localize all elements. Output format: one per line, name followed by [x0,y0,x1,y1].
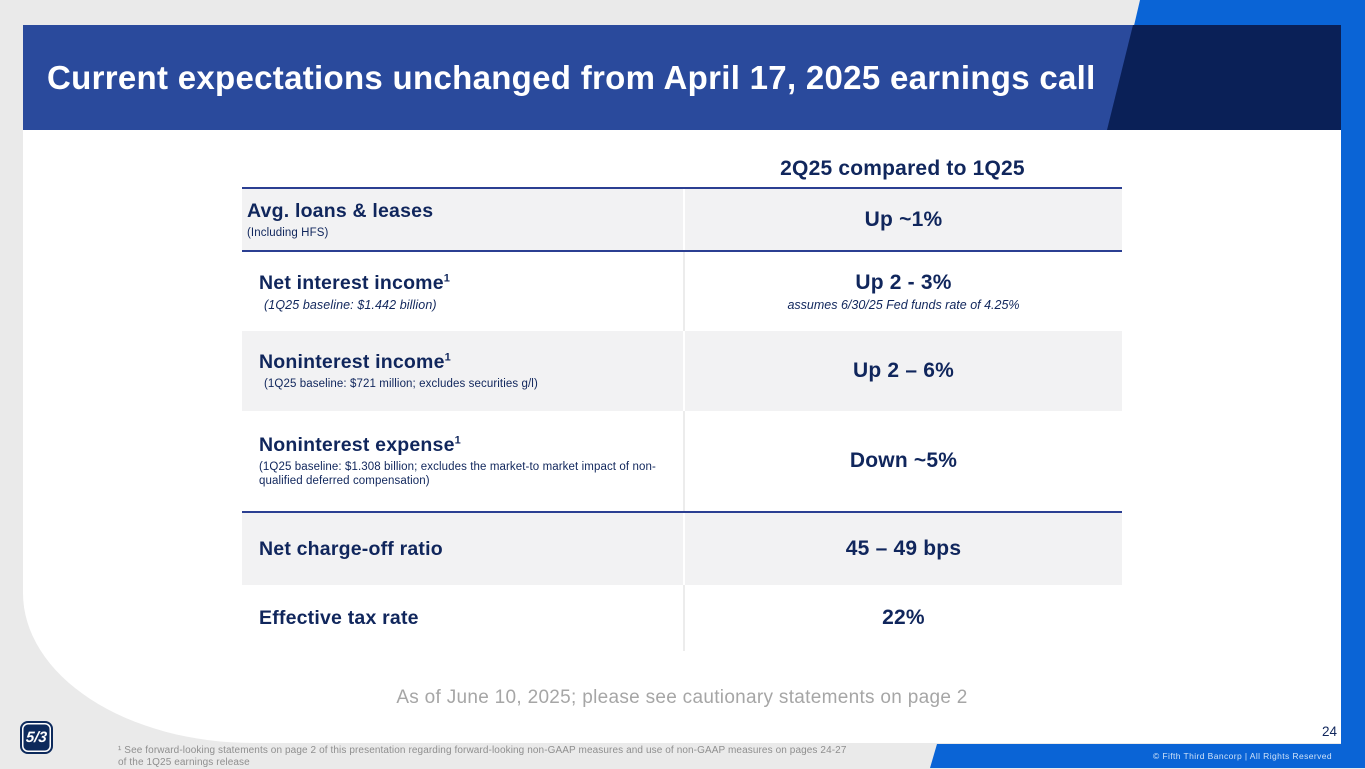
row-label-cell: Effective tax rate [242,585,683,651]
row-value: Down ~5% [849,449,958,472]
table-row: Noninterest expense1 (1Q25 baseline: $1.… [242,411,1122,513]
row-sublabel: (1Q25 baseline: $1.442 billion) [264,297,437,312]
footnote-line: of the 1Q25 earnings release [118,757,250,768]
banner-navy-overlay [1107,25,1341,130]
footnote-marker: 1 [454,434,461,447]
row-sublabel: (1Q25 baseline: $721 million; excludes s… [264,378,538,390]
row-label-cell: Avg. loans & leases (Including HFS) [242,189,683,250]
footnote-marker: 1 [443,272,451,284]
table-row: Net charge-off ratio 45 – 49 bps [242,513,1122,585]
row-value: Up ~1% [864,207,943,231]
row-label: Effective tax rate [259,606,419,629]
row-value: 45 – 49 bps [845,537,962,560]
table-row: Noninterest income1 (1Q25 baseline: $721… [242,331,1122,411]
table-header-spacer [242,150,683,187]
footnote: ¹ See forward-looking statements on page… [118,745,846,769]
row-value-cell: Up 2 - 3% assumes 6/30/25 Fed funds rate… [683,252,1122,331]
row-label: Avg. loans & leases [247,199,434,222]
fifth-third-logo-glyph: 5/3 [25,729,48,746]
copyright-bar: © Fifth Third Bancorp | All Rights Reser… [930,744,1365,768]
row-label: Net charge-off ratio [259,537,443,560]
slide-title: Current expectations unchanged from Apri… [47,59,1096,96]
row-value-cell: Down ~5% [683,411,1122,511]
row-value-note: assumes 6/30/25 Fed funds rate of 4.25% [787,298,1020,312]
page-number: 24 [1321,724,1337,739]
expectations-table: 2Q25 compared to 1Q25 Avg. loans & lease… [242,150,1122,651]
row-value-cell: 45 – 49 bps [683,513,1122,585]
table-row: Effective tax rate 22% [242,585,1122,651]
fifth-third-logo: 5/3 [20,721,53,754]
row-value: Up 2 - 3% [855,271,952,294]
footnote-marker: 1 [444,351,451,364]
table-row: Avg. loans & leases (Including HFS) Up ~… [242,187,1122,252]
copyright-text: © Fifth Third Bancorp | All Rights Reser… [1152,751,1332,761]
as-of-caption: As of June 10, 2025; please see cautiona… [396,687,968,708]
title-banner: Current expectations unchanged from Apri… [23,25,1341,130]
row-sublabel: (1Q25 baseline: $1.308 billion; excludes… [259,461,656,487]
footnote-line: ¹ See forward-looking statements on page… [118,745,847,756]
row-label-cell: Net charge-off ratio [242,513,683,585]
row-value-cell: Up ~1% [683,189,1122,250]
row-value: 22% [882,606,925,629]
table-header-row: 2Q25 compared to 1Q25 [242,150,1122,187]
row-label: Noninterest income1 [259,351,451,373]
row-sublabel: (Including HFS) [247,226,329,239]
row-value-cell: 22% [683,585,1122,651]
table-column-header: 2Q25 compared to 1Q25 [780,156,1025,180]
right-accent-stripe [1341,0,1365,768]
row-label-cell: Noninterest expense1 (1Q25 baseline: $1.… [242,411,683,511]
row-label: Net interest income1 [259,271,451,294]
row-label-cell: Noninterest income1 (1Q25 baseline: $721… [242,331,683,411]
row-value: Up 2 – 6% [852,359,954,382]
row-value-cell: Up 2 – 6% [683,331,1122,411]
row-label: Noninterest expense1 [259,434,461,456]
row-label-cell: Net interest income1 (1Q25 baseline: $1.… [242,252,683,331]
table-row: Net interest income1 (1Q25 baseline: $1.… [242,252,1122,331]
